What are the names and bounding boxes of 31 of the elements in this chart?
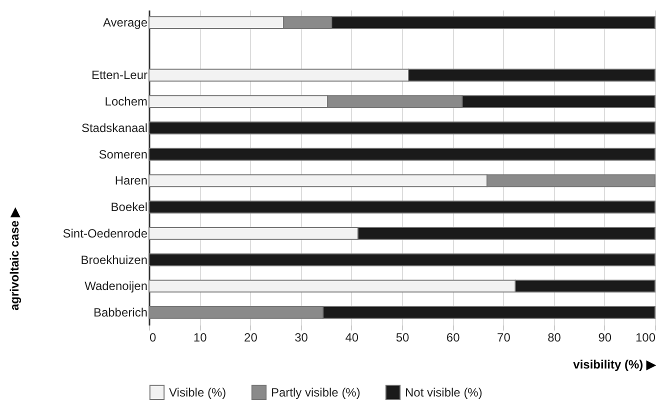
legend-label: Partly visible (%) [271, 385, 360, 400]
x-tick-label: 100 [635, 330, 656, 344]
x-tick-label: 10 [193, 330, 208, 344]
x-tick-label: 40 [345, 330, 359, 344]
y-tick-label: Lochem [104, 94, 148, 109]
y-tick-label: Someren [98, 147, 148, 162]
x-tick-label: 20 [244, 330, 258, 344]
bar [148, 122, 656, 134]
y-axis-title: agrivoltaic case ▶ [8, 207, 22, 310]
y-tick-label: Haren [114, 174, 148, 188]
bar [148, 148, 656, 161]
y-tick-label: Broekhuizen [80, 252, 148, 267]
legend-label: Not visible (%) [405, 385, 482, 400]
x-tick-label: 0 [150, 330, 156, 344]
y-tick-label: Stadskanaal [81, 120, 148, 135]
y-tick-label: Boekel [110, 200, 148, 214]
y-tick-label: Etten-Leur [91, 68, 148, 82]
x-tick-label: 90 [598, 330, 612, 344]
x-tick-label: 30 [294, 330, 308, 344]
bar [148, 253, 656, 266]
y-tick-label: Average [103, 16, 148, 30]
y-tick-label: Babberich [93, 305, 148, 320]
bar [148, 200, 656, 214]
x-tick-label: 60 [446, 330, 460, 344]
y-tick-label: Wadenoijen [84, 279, 148, 294]
x-tick-label: 50 [396, 330, 410, 344]
y-tick-label: Sint-Oedenrode [62, 226, 148, 240]
x-axis-title: visibility (%) ▶ [573, 358, 656, 372]
legend-label: Visible (%) [169, 385, 226, 400]
x-tick-label: 80 [548, 330, 562, 344]
x-tick-label: 70 [497, 330, 511, 344]
